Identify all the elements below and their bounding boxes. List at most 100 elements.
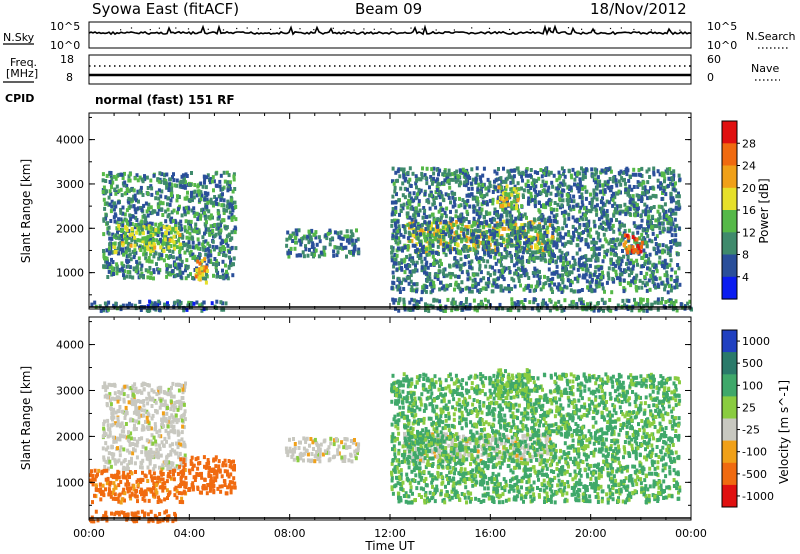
power-echo-cell: [644, 230, 648, 235]
power-echo-cell: [124, 246, 128, 251]
power-echo-cell: [569, 288, 573, 293]
power-echo-cell: [402, 202, 406, 207]
power-echo-cell: [551, 252, 555, 257]
power-echo-cell: [532, 256, 536, 261]
power-echo-cell: [466, 174, 470, 179]
power-echo-cell: [126, 270, 130, 274]
power-echo-cell: [133, 303, 137, 308]
power-echo-cell: [555, 264, 559, 269]
power-echo-cell: [532, 217, 536, 222]
velocity-echo-cell: [118, 437, 122, 442]
velocity-echo-cell: [177, 439, 181, 444]
power-echo-cell: [195, 193, 199, 198]
power-echo-cell: [599, 189, 603, 194]
velocity-echo-cell: [147, 450, 151, 454]
power-echo-cell: [217, 214, 221, 219]
power-echo-cell: [422, 268, 426, 273]
power-echo-cell: [583, 223, 587, 228]
power-echo-cell: [222, 203, 226, 208]
power-echo-cell: [670, 267, 674, 272]
power-echo-cell: [125, 221, 129, 226]
power-echo-cell: [528, 247, 532, 252]
power-echo-cell: [394, 200, 398, 205]
power-echo-cell: [222, 250, 226, 255]
power-echo-cell: [629, 258, 633, 263]
power-echo-cell: [165, 185, 169, 190]
power-echo-cell: [663, 287, 667, 292]
power-echo-cell: [348, 249, 351, 254]
power-echo-cell: [215, 201, 219, 206]
power-echo-cell: [416, 210, 420, 215]
power-echo-cell: [584, 205, 588, 210]
power-echo-cell: [486, 259, 490, 264]
power-echo-cell: [658, 255, 662, 260]
power-echo-cell: [191, 245, 195, 250]
power-echo-cell: [125, 187, 129, 192]
power-echo-cell: [128, 213, 132, 218]
velocity-echo-cell: [174, 418, 178, 422]
power-echo-cell: [458, 168, 462, 173]
power-echo-cell: [297, 228, 301, 233]
power-echo-cell: [686, 301, 690, 306]
power-echo-cell: [425, 252, 429, 257]
power-echo-cell: [139, 248, 143, 252]
power-echo-cell: [197, 276, 201, 281]
power-echo-cell: [488, 242, 492, 247]
velocity-echo-cell: [116, 416, 120, 421]
power-echo-cell: [156, 191, 160, 196]
power-echo-cell: [176, 210, 179, 215]
power-echo-cell: [533, 266, 537, 271]
power-echo-cell: [415, 289, 418, 294]
power-echo-cell: [514, 302, 518, 307]
power-echo-cell: [595, 197, 599, 202]
power-echo-cell: [528, 288, 532, 293]
power-echo-cell: [638, 225, 642, 230]
power-echo-cell: [449, 230, 453, 235]
power-echo-cell: [578, 195, 582, 200]
power-echo-cell: [559, 286, 563, 291]
power-echo-cell: [483, 297, 487, 302]
power-echo-cell: [133, 252, 137, 257]
power-echo-cell: [435, 177, 439, 182]
power-echo-cell: [462, 248, 466, 253]
power-echo-cell: [584, 217, 588, 222]
power-echo-cell: [514, 235, 518, 240]
power-echo-cell: [494, 247, 498, 252]
velocity-echo-cell: [178, 399, 182, 404]
power-echo-cell: [195, 244, 198, 249]
power-echo-cell: [609, 308, 613, 313]
power-echo-cell: [203, 248, 207, 253]
power-echo-cell: [610, 193, 614, 198]
power-echo-cell: [226, 276, 230, 281]
power-echo-cell: [431, 202, 435, 207]
velocity-echo-cell: [130, 460, 133, 465]
power-y-tick-label: 4000: [56, 134, 84, 147]
power-echo-cell: [546, 218, 550, 223]
power-echo-cell: [222, 198, 226, 203]
velocity-echo-cell: [134, 427, 138, 431]
power-echo-cell: [390, 255, 394, 260]
power-echo-cell: [645, 169, 649, 174]
power-echo-cell: [162, 234, 166, 239]
power-echo-cell: [581, 267, 585, 272]
power-echo-cell: [493, 230, 497, 235]
power-echo-cell: [534, 229, 538, 233]
power-echo-cell: [229, 198, 233, 203]
power-echo-cell: [438, 299, 442, 304]
power-echo-cell: [517, 254, 520, 259]
power-echo-cell: [617, 179, 621, 184]
power-echo-cell: [115, 184, 119, 189]
power-echo-cell: [590, 203, 594, 208]
power-echo-cell: [594, 280, 598, 284]
power-echo-cell: [442, 248, 446, 252]
power-echo-cell: [197, 241, 201, 246]
power-echo-cell: [454, 179, 458, 184]
power-echo-cell: [675, 194, 679, 199]
power-y-tick-label: 3000: [56, 178, 84, 191]
power-echo-cell: [444, 252, 448, 257]
power-echo-cell: [148, 299, 152, 304]
power-echo-cell: [590, 207, 594, 212]
power-echo-cell: [219, 223, 222, 228]
power-echo-cell: [515, 203, 519, 208]
power-echo-cell: [126, 241, 130, 246]
